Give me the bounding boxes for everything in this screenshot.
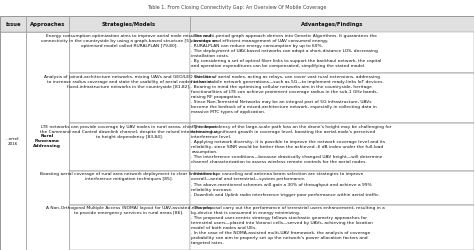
Text: ...erref.
2016: ...erref. 2016 <box>6 137 20 146</box>
Bar <box>69 73 190 123</box>
Text: Advantages/Findings: Advantages/Findings <box>301 22 363 27</box>
Text: Strategies/Models: Strategies/Models <box>102 22 156 27</box>
Bar <box>26 73 69 123</box>
Bar <box>26 32 69 73</box>
Bar <box>190 73 474 123</box>
Text: Analysis of joined-architecture networks, mixing UAVs and GEO/LEO satellites,
to: Analysis of joined-architecture networks… <box>44 75 215 89</box>
Bar <box>190 16 474 32</box>
Bar <box>26 123 69 171</box>
Text: . The use of aerial nodes, acting as relays, can cover vast rural extensions, ad: . The use of aerial nodes, acting as rel… <box>191 75 384 114</box>
Text: Boosting aerial coverage of rural area network deployment to clear limitations b: Boosting aerial coverage of rural area n… <box>40 172 219 182</box>
Bar <box>26 32 69 250</box>
Text: . The proposal carry out the performance of terrestrial users enhancement, resul: . The proposal carry out the performance… <box>191 206 385 246</box>
Text: Issue: Issue <box>5 22 21 27</box>
Text: Rural
Panorama
Addressing: Rural Panorama Addressing <box>34 134 61 148</box>
Bar <box>190 123 474 171</box>
Bar <box>26 205 69 250</box>
Text: Table 1. From Closing Connectivity Gap: An Overview Of Mobile Coverage: Table 1. From Closing Connectivity Gap: … <box>147 6 327 10</box>
Bar <box>26 16 69 32</box>
Bar <box>69 123 190 171</box>
Text: A Non-Orthogonal Multiple Access (NOMA) layout for UAV-assisted networks
to prov: A Non-Orthogonal Multiple Access (NOMA) … <box>46 206 212 215</box>
Bar <box>69 205 190 250</box>
Bar <box>26 171 69 205</box>
Bar <box>0 32 26 250</box>
Bar <box>0 205 26 250</box>
Bar <box>190 205 474 250</box>
Text: . Interference canceling and antenna beam selection are strategies to improve
ov: . Interference canceling and antenna bea… <box>191 172 380 197</box>
Bar <box>0 123 26 171</box>
Bar <box>0 73 26 123</box>
Text: . The dependency of the large-scale path loss on the drone's height may be chall: . The dependency of the large-scale path… <box>191 125 392 164</box>
Bar <box>69 171 190 205</box>
Bar <box>0 16 26 32</box>
Text: LTE networks can provide coverage by UAV nodes in rural areas, chiefly to boost
: LTE networks can provide coverage by UAV… <box>40 125 218 139</box>
Bar <box>190 171 474 205</box>
Bar <box>190 32 474 73</box>
Bar <box>69 32 190 73</box>
Bar <box>69 16 190 32</box>
Text: Energy consumption optimization aims to improve aerial node missions and
connect: Energy consumption optimization aims to … <box>41 34 217 48</box>
Text: . The multi-period graph approach derives into Genetic Algorithms. It guarantees: . The multi-period graph approach derive… <box>191 34 382 68</box>
Bar <box>0 32 26 73</box>
Text: Approaches: Approaches <box>30 22 65 27</box>
Bar <box>0 171 26 205</box>
